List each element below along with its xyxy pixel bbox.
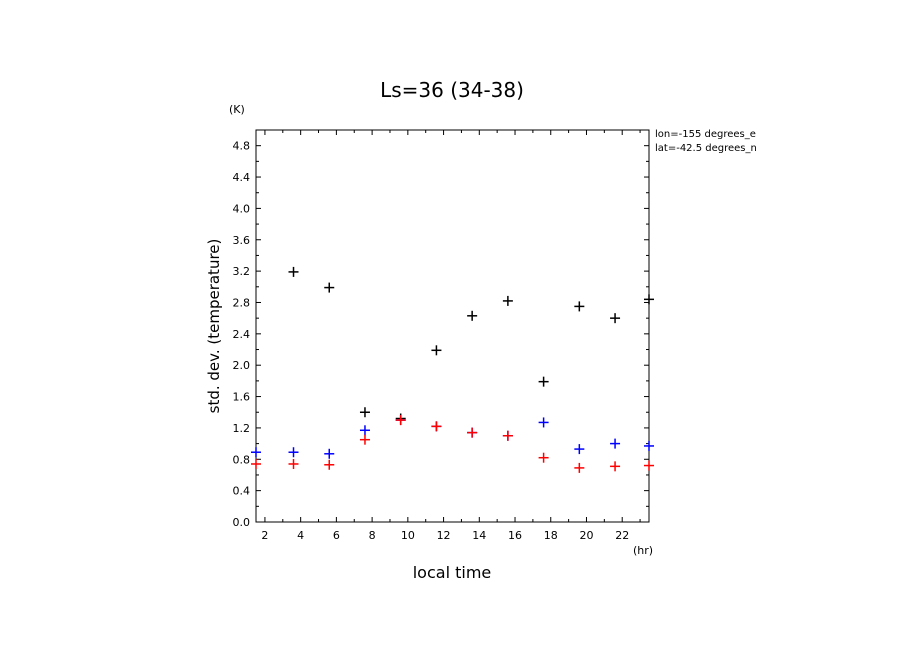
x-tick-label: 18 — [544, 529, 558, 542]
data-point — [288, 458, 299, 469]
y-tick-label: 1.6 — [233, 391, 251, 404]
data-point — [538, 417, 549, 428]
y-tick-label: 3.6 — [233, 234, 251, 247]
y-axis-units: (K) — [229, 103, 245, 116]
y-tick-label: 2.8 — [233, 296, 251, 309]
y-tick-label: 0.4 — [233, 485, 251, 498]
y-tick-label: 3.2 — [233, 265, 251, 278]
data-point — [502, 430, 513, 441]
x-tick-label: 10 — [401, 529, 415, 542]
axis-ticks: 0.0 0.4 0.8 1.2 1.6 2.0 2.4 2.8 3.2 3.6 4.0 4.4 4.8 2… — [233, 130, 649, 542]
y-tick-label: 4.8 — [233, 140, 251, 153]
data-point — [288, 266, 299, 277]
data-point — [251, 447, 261, 458]
y-tick-label: 0.8 — [233, 453, 251, 466]
x-axis-label: local time — [412, 563, 492, 582]
y-tick-label: 1.2 — [233, 422, 251, 435]
y-tick-label: 4.0 — [233, 202, 251, 215]
data-point — [644, 460, 654, 471]
data-point — [324, 459, 335, 470]
y-tick-label: 2.0 — [233, 359, 251, 372]
data-point — [324, 282, 335, 293]
data-point — [324, 448, 335, 459]
longitude-annotation: lon=-155 degrees_e — [655, 129, 756, 140]
data-point — [502, 295, 513, 306]
data-point — [574, 444, 585, 455]
y-tick-label: 0.0 — [233, 516, 251, 529]
data-point — [610, 461, 621, 472]
x-tick-label: 4 — [297, 529, 304, 542]
data-point — [610, 313, 621, 324]
latitude-annotation: lat=-42.5 degrees_n — [655, 143, 757, 154]
data-point — [574, 462, 585, 473]
data-point — [467, 310, 478, 321]
x-tick-label: 2 — [261, 529, 268, 542]
data-point — [395, 415, 406, 426]
data-point — [467, 427, 478, 438]
y-tick-label: 2.4 — [233, 328, 251, 341]
data-point — [538, 452, 549, 463]
data-point — [644, 440, 654, 451]
data-point — [359, 434, 370, 445]
x-axis-label-wrap: local time — [0, 563, 904, 582]
data-point — [431, 345, 442, 356]
data-point — [288, 447, 299, 458]
x-axis-units: (hr) — [633, 544, 654, 557]
data-point — [431, 421, 442, 432]
chart-title: Ls=36 (34-38) — [380, 78, 524, 102]
x-tick-label: 20 — [579, 529, 593, 542]
data-points — [251, 266, 654, 473]
data-point — [610, 438, 621, 449]
data-point — [574, 301, 585, 312]
data-point — [538, 376, 549, 387]
data-point — [251, 458, 261, 469]
data-point — [359, 407, 370, 418]
x-tick-label: 14 — [472, 529, 486, 542]
y-tick-label: 4.4 — [233, 171, 251, 184]
data-point — [359, 425, 370, 436]
x-tick-label: 22 — [615, 529, 629, 542]
x-tick-label: 6 — [333, 529, 340, 542]
x-tick-label: 8 — [369, 529, 376, 542]
x-tick-label: 12 — [437, 529, 451, 542]
data-point — [644, 294, 654, 305]
plot-frame — [255, 129, 650, 523]
x-tick-label: 16 — [508, 529, 522, 542]
